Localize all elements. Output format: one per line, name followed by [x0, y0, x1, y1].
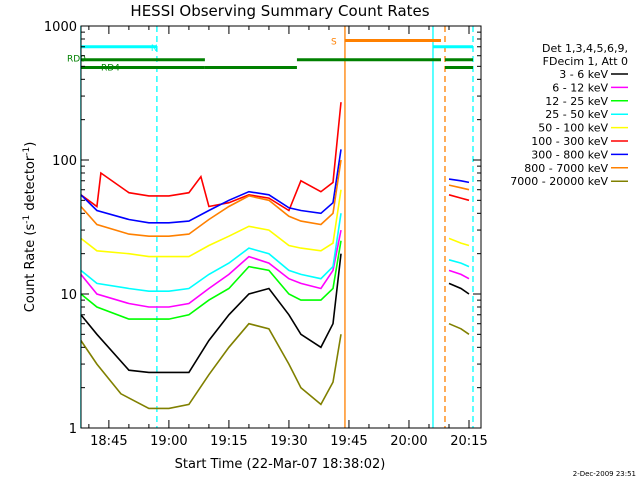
series-line-0-0	[80, 253, 342, 374]
state-bar-label-s: S	[331, 37, 337, 47]
y-axis-label: Count Rate (s-1 detector-1)	[22, 142, 38, 313]
series-line-1-1	[448, 269, 470, 280]
series-line-5-1	[448, 194, 470, 202]
legend-label-3: 25 - 50 keV	[545, 108, 608, 121]
legend-label-6: 300 - 800 keV	[531, 148, 608, 161]
legend-label-8: 7000 - 20000 keV	[510, 175, 608, 188]
legend-label-5: 100 - 300 keV	[531, 135, 608, 148]
y-axis: 1 10 100 1000	[44, 20, 481, 437]
series-line-6-1	[448, 178, 470, 184]
series-line-8-0	[80, 322, 342, 410]
legend-label-4: 50 - 100 keV	[538, 122, 608, 135]
y-axis-label-end: )	[23, 142, 38, 147]
x-tick-label-1: 19:00	[150, 434, 187, 449]
series-line-2-0	[80, 240, 342, 320]
series-line-1-0	[80, 229, 342, 308]
timestamp: 2-Dec-2009 23:51	[573, 470, 636, 478]
y-axis-label-sup1: -1	[22, 215, 32, 224]
y-axis-label-sup2: -1	[22, 147, 32, 156]
series-line-7-0	[80, 159, 342, 237]
y-tick-label-0: 1	[69, 422, 77, 437]
y-tick-label-2: 100	[52, 154, 77, 169]
x-tick-label-4: 19:45	[330, 434, 367, 449]
series-line-3-0	[80, 213, 342, 293]
x-axis: 18:45 19:00 19:15 19:30 19:45 20:00 20:15	[88, 26, 488, 449]
chart-title: HESSI Observing Summary Count Rates	[130, 2, 429, 20]
legend-label-7: 800 - 7000 keV	[524, 162, 608, 175]
x-tick-label-0: 18:45	[90, 434, 127, 449]
series-group	[80, 102, 470, 410]
x-tick-label-6: 20:15	[450, 434, 487, 449]
y-tick-label-3: 1000	[44, 20, 77, 35]
legend: Det 1,3,4,5,6,9, FDecim 1, Att 0 3 - 6 k…	[510, 42, 628, 188]
series-line-4-0	[80, 189, 342, 258]
time-markers	[80, 26, 474, 428]
legend-label-1: 6 - 12 keV	[552, 81, 608, 94]
x-tick-label-2: 19:15	[210, 434, 247, 449]
y-axis-label-main: Count Rate (s	[23, 224, 38, 313]
series-line-5-0	[80, 102, 342, 212]
series-line-8-1	[448, 322, 470, 335]
legend-label-2: 12 - 25 keV	[545, 95, 608, 108]
plot-frame	[80, 25, 482, 429]
x-tick-label-3: 19:30	[270, 434, 307, 449]
x-tick-label-5: 20:00	[390, 434, 427, 449]
series-line-0-1	[448, 282, 470, 295]
state-bar-label-rd0: RD0	[67, 55, 86, 65]
series-line-3-1	[448, 259, 470, 268]
state-bar-label-rd4: RD4	[101, 64, 120, 74]
legend-label-0: 3 - 6 keV	[559, 68, 608, 81]
legend-header-line-1: Det 1,3,4,5,6,9,	[542, 42, 628, 55]
series-line-4-1	[448, 237, 470, 247]
state-bar-label-n: N	[151, 44, 158, 54]
y-axis-label-mid: detector	[23, 155, 38, 215]
series-line-6-0	[80, 149, 342, 224]
legend-header-line-2: FDecim 1, Att 0	[543, 55, 628, 68]
y-tick-label-1: 10	[60, 288, 77, 303]
series-line-7-1	[448, 184, 470, 191]
state-bars: N S RD0 RD4	[67, 37, 473, 74]
x-axis-label: Start Time (22-Mar-07 18:38:02)	[175, 457, 386, 472]
